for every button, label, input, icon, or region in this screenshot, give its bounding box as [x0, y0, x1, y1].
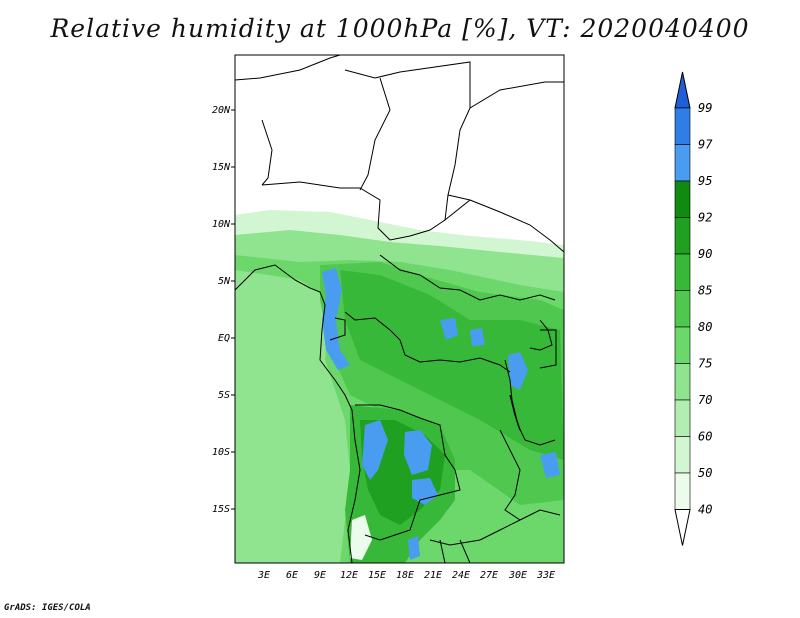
lat-label-15n: 15N — [212, 162, 231, 173]
lat-label: 5S — [218, 390, 235, 401]
colorbar-label: 95 — [698, 174, 712, 188]
colorbar-top-arrow — [674, 71, 691, 109]
lat-label-eq: EQ — [218, 333, 230, 344]
colorbar-segment — [674, 253, 691, 291]
colorbar-label: 75 — [698, 357, 712, 371]
colorbar-label: 92 — [698, 211, 712, 225]
colorbar-label: 90 — [698, 247, 712, 261]
colorbar-label: 97 — [698, 138, 713, 152]
colorbar-label: 85 — [698, 284, 712, 298]
lat-label: 15S — [212, 504, 235, 515]
lon-label-15e: 15E — [368, 570, 386, 581]
lat-label-10s: 10S — [212, 447, 230, 458]
boundaries — [234, 54, 565, 564]
colorbar-segment — [674, 436, 691, 474]
colorbar-segment — [674, 144, 691, 182]
lon-label-21e: 21E — [424, 570, 442, 581]
map-panel — [234, 54, 565, 564]
colorbar-label: 99 — [698, 101, 712, 115]
humidity-field — [235, 210, 564, 563]
lon-label-33e: 33E — [536, 570, 555, 581]
lat-label-10n: 10N — [212, 219, 231, 230]
colorbar-bottom-arrow — [674, 509, 691, 546]
map-title: Relative humidity at 1000hPa [%], VT: 20… — [50, 14, 750, 43]
lat-label-5s: 5S — [218, 390, 230, 401]
lat-label: 5N — [218, 276, 235, 287]
lon-label-9e: 9E — [314, 570, 326, 581]
colorbar-segment — [674, 472, 691, 510]
lon-axis: 3E 6E 9E 12E 15E 18E 21E 24E 27E 30E 33E — [257, 570, 555, 581]
credit-text: GrADS: IGES/COLA — [4, 603, 91, 613]
lat-axis: 20N 15N 10N 5N EQ 5S 10S 15S — [212, 105, 235, 515]
lat-label: 10N — [212, 219, 235, 230]
colorbar-segment — [674, 326, 691, 364]
lat-label-15s: 15S — [212, 504, 230, 515]
lon-label-6e: 6E — [286, 570, 298, 581]
colorbar-segment — [674, 217, 691, 255]
lon-label-30e: 30E — [508, 570, 527, 581]
colorbar-segment — [674, 399, 691, 437]
colorbar-segment — [674, 290, 691, 328]
lon-label-27e: 27E — [480, 570, 498, 581]
colorbar-segment — [674, 107, 691, 145]
lat-label-5n: 5N — [218, 276, 231, 287]
colorbar-segment — [674, 180, 691, 218]
lat-label: 10S — [212, 447, 235, 458]
colorbar-label: 40 — [698, 503, 712, 517]
lat-label: EQ — [218, 333, 235, 344]
colorbar-label: 70 — [698, 393, 712, 407]
lon-label-3e: 3E — [257, 570, 270, 581]
lat-label-20n: 20N — [212, 105, 231, 116]
colorbar-label: 80 — [698, 320, 712, 334]
lon-label-24e: 24E — [452, 570, 470, 581]
colorbar: 99 97 95 92 90 85 80 75 70 60 50 40 — [674, 71, 713, 546]
colorbar-label: 50 — [698, 466, 712, 480]
colorbar-segment — [674, 363, 691, 401]
lat-label: 20N — [212, 105, 235, 116]
lon-label-12e: 12E — [340, 570, 358, 581]
lat-label: 15N — [212, 162, 235, 173]
lon-label-18e: 18E — [396, 570, 414, 581]
colorbar-label: 60 — [698, 430, 712, 444]
